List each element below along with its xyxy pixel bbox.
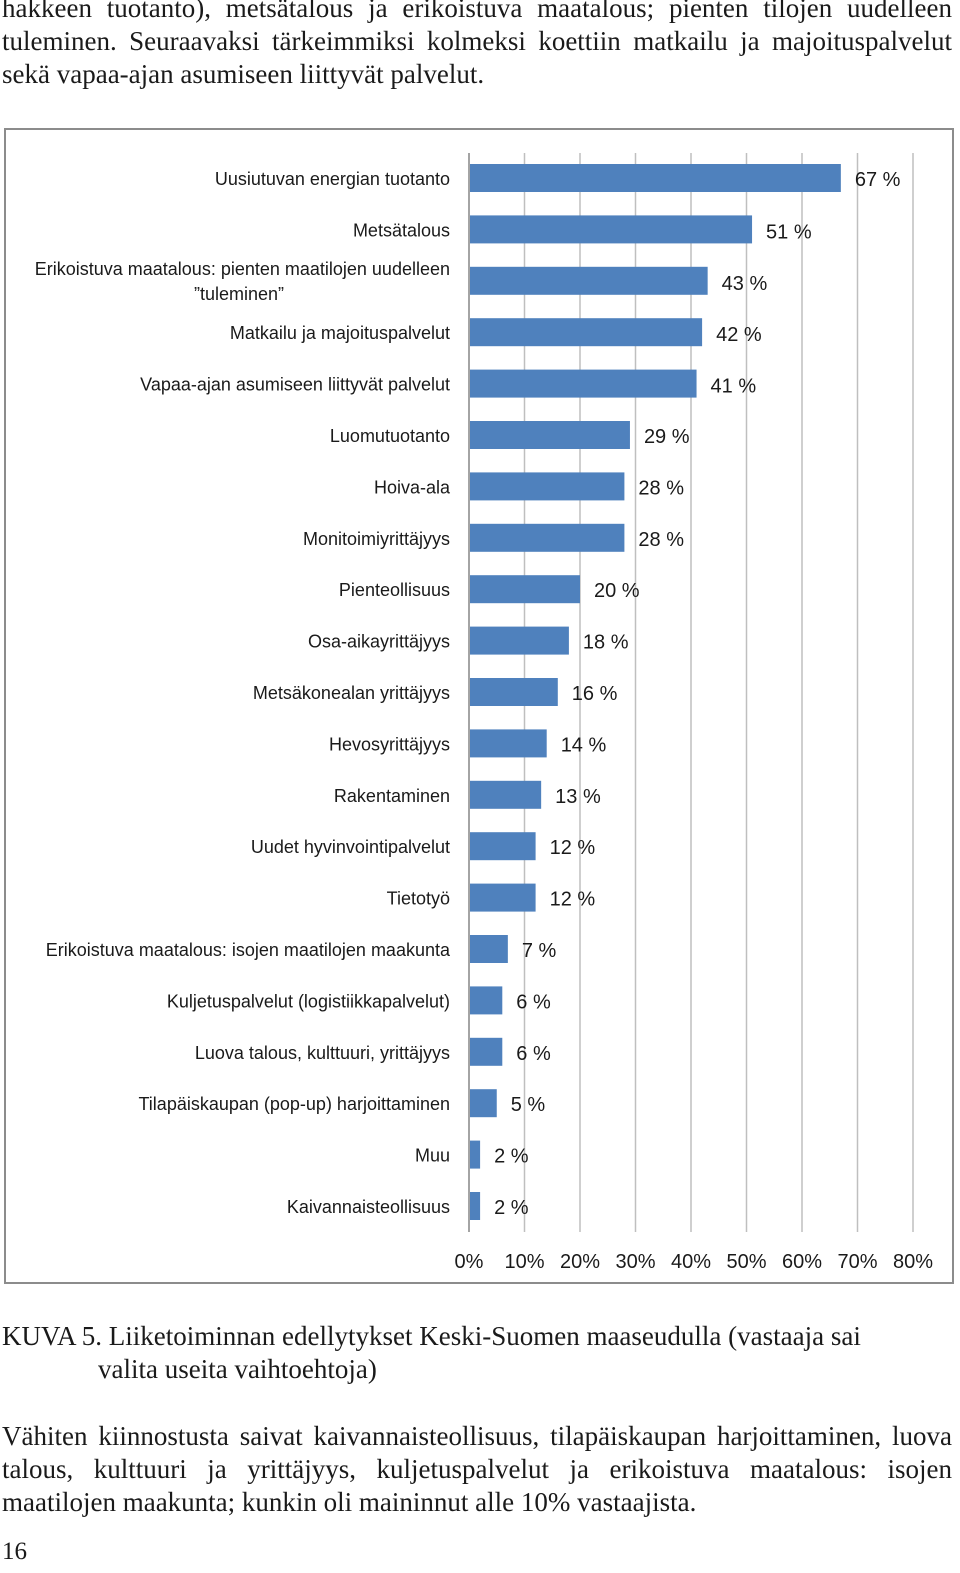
bar [470,369,697,398]
bar [470,883,536,912]
data-label: 20 % [594,580,640,602]
category-label: Erikoistuva maatalous: isojen maatilojen… [46,940,451,960]
x-tick-label: 0% [455,1251,484,1273]
bar [470,832,536,861]
category-label: Matkailu ja majoituspalvelut [230,323,450,343]
category-label: Erikoistuva maatalous: pienten maatiloje… [35,259,450,304]
caption-text-line1: Liiketoiminnan edellytykset Keski-Suomen… [108,1321,861,1351]
category-label: Hoiva-ala [374,477,451,497]
bar [470,523,625,552]
category-label: Uudet hyvinvointipalvelut [251,837,450,857]
bar [470,780,542,809]
x-tick-label: 10% [504,1251,544,1273]
x-tick-label: 20% [560,1251,600,1273]
x-tick-label: 50% [726,1251,766,1273]
data-label: 12 % [550,837,596,859]
data-label: 18 % [583,632,629,654]
chart-container: 0% 10% 20% 30% 40% 50% 60% 70% 80% Uusiutuvan ene… [4,128,954,1284]
category-label: Kuljetuspalvelut (logistiikkapalvelut) [167,991,450,1011]
bar [470,986,503,1015]
category-label: Tietotyö [387,889,450,909]
category-label: Muu [415,1146,450,1166]
data-label: 16 % [572,683,618,705]
category-label: Luomutuotanto [330,426,450,446]
data-label: 6 % [516,991,551,1013]
bar [470,472,625,501]
data-label: 13 % [555,786,601,808]
category-label: Luova talous, kulttuuri, yrittäjyys [195,1043,450,1063]
category-label: Hevosyrittäjyys [329,734,450,754]
data-label: 28 % [638,477,684,499]
bar [470,575,580,604]
data-label: 42 % [716,324,762,346]
bar [470,626,569,655]
data-label: 29 % [644,426,690,448]
category-label: Monitoimiyrittäjyys [303,529,450,549]
caption-label: KUVA 5. [2,1321,103,1351]
bar-chart: 0% 10% 20% 30% 40% 50% 60% 70% 80% Uusiutuvan ene… [35,153,933,1273]
category-label: Tilapäiskaupan (pop-up) harjoittaminen [138,1094,450,1114]
data-label: 6 % [516,1043,551,1065]
data-label: 5 % [511,1094,546,1116]
bar [470,215,753,244]
caption-text-line2: valita useita vaihtoehtoja) [98,1354,377,1384]
bar [470,421,630,449]
data-label: 2 % [494,1197,529,1219]
data-label: 2 % [494,1146,529,1168]
bar [470,266,708,295]
x-tick-label: 30% [615,1251,655,1273]
bar [470,935,508,963]
figure-caption: KUVA 5. Liiketoiminnan edellytykset Kesk… [2,1320,952,1386]
data-label: 67 % [855,169,901,191]
x-tick-label: 60% [782,1251,822,1273]
category-label: Metsätalous [353,220,450,240]
bar [470,1089,497,1118]
category-label: Pienteollisuus [339,580,450,600]
bar [470,1192,481,1220]
x-tick-label: 40% [671,1251,711,1273]
data-label: 41 % [711,376,757,398]
data-label: 7 % [522,940,557,962]
bar [470,1140,481,1169]
category-label: Kaivannaisteollisuus [287,1197,450,1217]
data-label: 28 % [638,529,684,551]
x-tick-label: 80% [893,1251,933,1273]
category-label: Rakentaminen [334,786,450,806]
x-tick-label: 70% [837,1251,877,1273]
category-label: Uusiutuvan energian tuotanto [215,169,450,189]
bar [470,678,558,706]
category-label: Vapaa-ajan asumiseen liittyvät palvelut [140,375,450,395]
data-label: 51 % [766,221,812,243]
data-label: 14 % [561,734,607,756]
page-number: 16 [2,1538,27,1565]
category-label: Osa-aikayrittäjyys [308,632,450,652]
bar [470,164,841,192]
intro-paragraph: hakkeen tuotanto), metsätalous ja erikoi… [2,0,952,89]
data-label: 12 % [550,889,596,911]
body-paragraph: Vähiten kiinnostusta saivat kaivannaiste… [2,1421,952,1517]
bar [470,318,703,347]
bar [470,729,547,758]
data-label: 43 % [722,273,768,295]
category-label: Metsäkonealan yrittäjyys [253,683,450,703]
bar [470,1037,503,1066]
